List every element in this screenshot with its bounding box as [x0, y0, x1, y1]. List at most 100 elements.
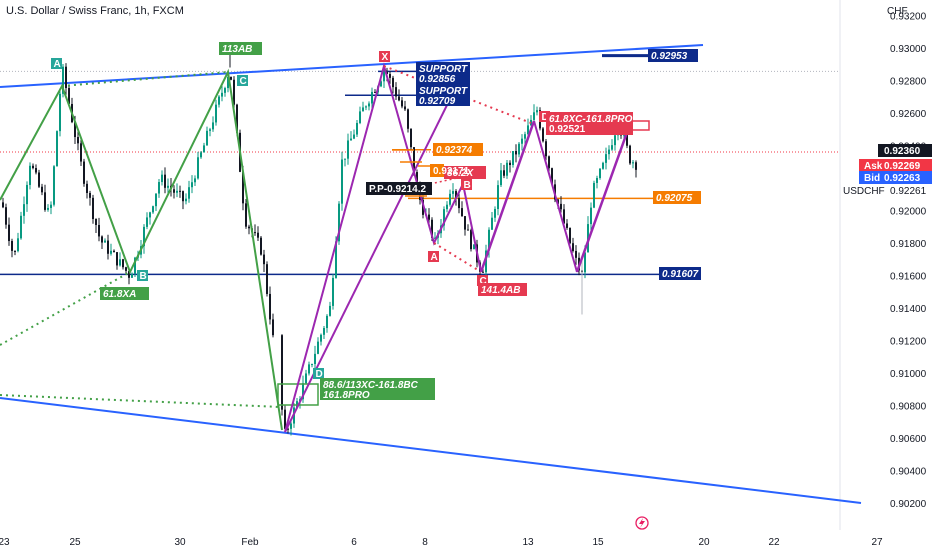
label-0.92171-bg — [430, 164, 444, 177]
candle-body — [521, 138, 523, 144]
candle-body — [149, 212, 151, 218]
candle-body — [482, 271, 484, 273]
x-tick-label: 25 — [69, 537, 81, 548]
candle-body — [80, 143, 82, 162]
candle-body — [164, 174, 166, 188]
lightning-icon[interactable] — [635, 516, 649, 530]
candle-body — [332, 277, 334, 306]
candle-body — [86, 183, 88, 193]
candle-body — [269, 293, 271, 320]
label-0.92953: 0.92953 — [648, 49, 698, 62]
candle-body — [176, 190, 178, 193]
candle-body — [512, 151, 514, 166]
price-tag-bid-label: Bid — [864, 173, 880, 184]
candle-body — [110, 250, 112, 254]
candle-body — [305, 373, 307, 384]
y-tick-label: 0.90400 — [890, 467, 927, 478]
left-pattern-xb-line — [0, 271, 131, 346]
candle-body — [257, 232, 259, 238]
candle-body — [362, 107, 364, 112]
x-tick-label: 8 — [422, 537, 428, 548]
candle-body — [584, 252, 586, 273]
candle-body — [236, 104, 238, 133]
left-pattern-legs — [0, 68, 283, 431]
candle-body — [146, 217, 148, 227]
price-tag-ask-label: Ask — [864, 161, 883, 172]
candle-body — [206, 130, 208, 146]
candle-body — [56, 131, 58, 167]
candle-body — [572, 243, 574, 251]
candle-body — [95, 218, 97, 225]
label-36.2x-bg — [444, 166, 486, 179]
price-tag-bid-bg — [859, 171, 932, 184]
candle-body — [218, 96, 220, 105]
candle-body — [629, 145, 631, 164]
label-0.91607: 0.91607 — [659, 267, 701, 280]
point-right-X-bg — [379, 51, 390, 62]
candle-body — [59, 93, 61, 132]
candle-body — [548, 156, 550, 169]
label-0.92374-bg — [433, 143, 483, 156]
candle-body — [32, 165, 34, 169]
support-caption-0: SUPPORT — [419, 64, 468, 75]
candle-body — [596, 178, 598, 183]
candle-body — [623, 134, 625, 136]
candle-body — [533, 112, 535, 120]
x-tick-label: 13 — [522, 537, 534, 548]
label-0.92374-text: 0.92374 — [436, 145, 473, 156]
candle-body — [434, 237, 436, 239]
candle-body — [26, 184, 28, 205]
candle-body — [263, 254, 265, 265]
price-tag-bid: 0.92263 — [884, 173, 921, 184]
point-right-C: C — [480, 276, 487, 287]
candle-body — [368, 103, 370, 107]
candle-body — [410, 128, 412, 148]
price-axis: 0.932000.930000.928000.926000.924000.920… — [843, 12, 932, 510]
x-tick-label: 22 — [768, 537, 780, 548]
candle-body — [473, 244, 475, 250]
candle-body — [125, 267, 127, 271]
candle-body — [143, 226, 145, 247]
candle-body — [17, 238, 19, 252]
candle-body — [347, 140, 349, 159]
candle-body — [506, 162, 508, 176]
candle-body — [524, 134, 526, 139]
candle-body — [50, 204, 52, 208]
point-right-X: X — [382, 52, 389, 63]
candle-body — [569, 227, 571, 244]
candle-body — [122, 259, 124, 268]
candle-body — [173, 189, 175, 193]
label-pp-text: P.P-0.9214.2 — [369, 184, 427, 195]
label-0.91607-text: 0.91607 — [662, 269, 699, 280]
right-pattern-leg-5 — [575, 123, 632, 273]
candle-body — [266, 264, 268, 294]
candle-body — [608, 149, 610, 155]
candle-body — [302, 383, 304, 400]
candle-body — [101, 236, 103, 243]
candle-body — [311, 363, 313, 365]
candle-body — [44, 192, 46, 210]
candle-body — [635, 162, 637, 170]
prz-box-right — [631, 120, 650, 131]
candle-body — [230, 76, 232, 80]
y-tick-label: 0.91800 — [890, 239, 927, 250]
label-0.92075-text: 0.92075 — [656, 193, 693, 204]
x-tick-label: 30 — [174, 537, 186, 548]
x-tick-label: 20 — [698, 537, 710, 548]
support-value-0: 0.92856 — [419, 74, 456, 85]
right-pattern-leg-4 — [533, 120, 578, 273]
candle-body — [488, 229, 490, 251]
candle-body — [449, 193, 451, 205]
candle-body — [494, 208, 496, 218]
candle-body — [338, 203, 340, 242]
candle-body — [575, 250, 577, 258]
candle-body — [341, 159, 343, 204]
candle-body — [134, 257, 136, 274]
support-box-1 — [416, 84, 470, 106]
candle-body — [551, 168, 553, 185]
candle-body — [371, 91, 373, 104]
point-left-B: B — [140, 271, 147, 282]
candle-body — [356, 122, 358, 135]
time-axis: 23 25 30 Feb 6 8 13 15 20 22 27 — [0, 537, 883, 548]
